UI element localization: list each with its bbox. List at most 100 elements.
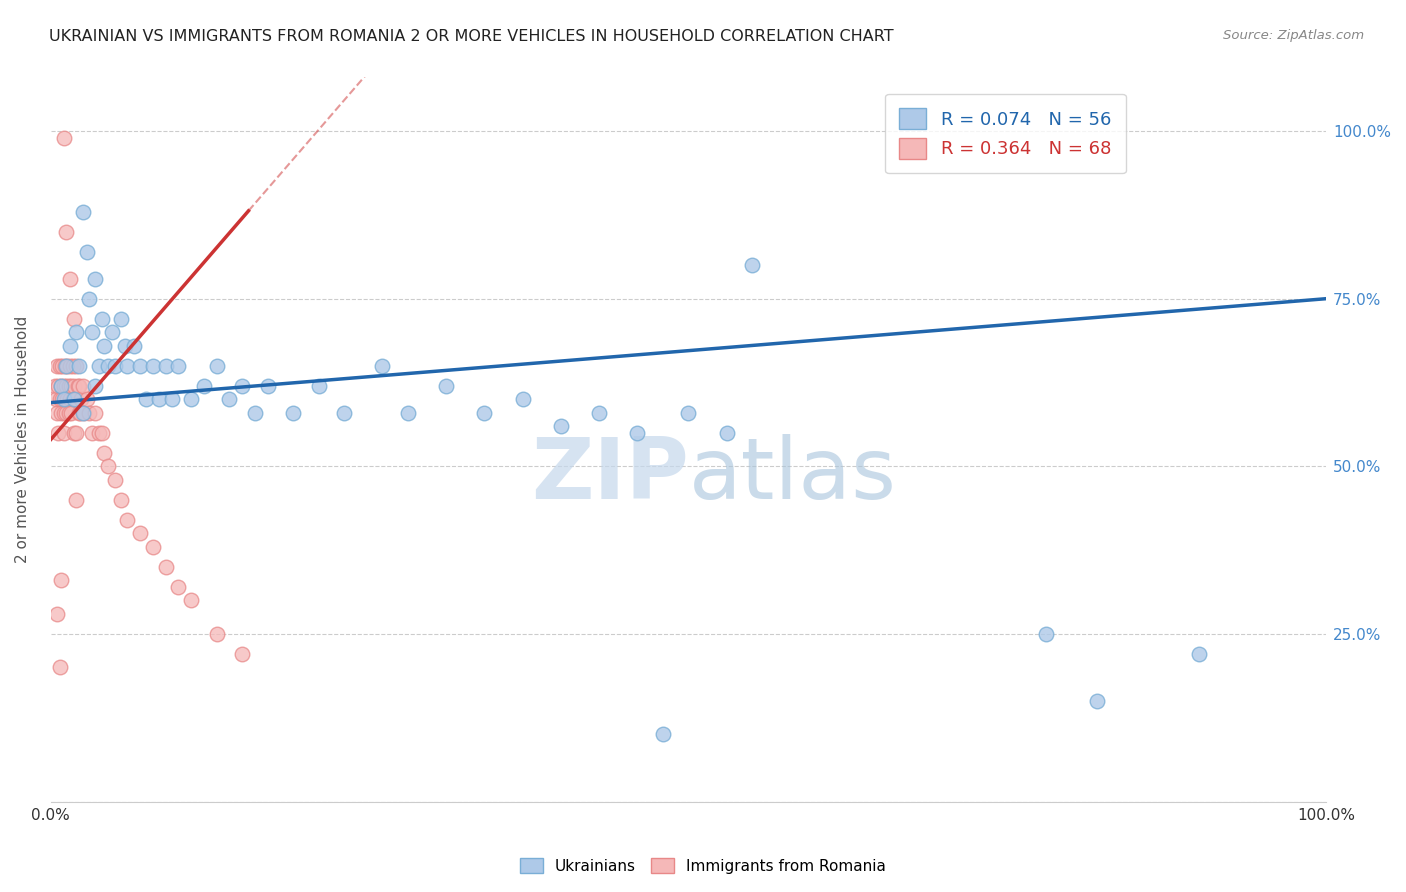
Point — [59, 338, 82, 352]
Point — [59, 271, 82, 285]
Point — [142, 540, 165, 554]
Point — [84, 379, 107, 393]
Point — [231, 647, 253, 661]
Point — [1035, 627, 1057, 641]
Point — [65, 425, 87, 440]
Point — [167, 359, 190, 373]
Point — [72, 406, 94, 420]
Point — [77, 292, 100, 306]
Point — [90, 425, 112, 440]
Point — [51, 392, 73, 407]
Point — [66, 379, 89, 393]
Point — [80, 425, 103, 440]
Point — [51, 359, 73, 373]
Point — [110, 492, 132, 507]
Point — [333, 406, 356, 420]
Point — [49, 379, 72, 393]
Point — [63, 392, 86, 407]
Point — [80, 325, 103, 339]
Point — [65, 359, 87, 373]
Point — [62, 359, 84, 373]
Point — [60, 406, 83, 420]
Point — [62, 379, 84, 393]
Point — [434, 379, 457, 393]
Point — [84, 406, 107, 420]
Point — [626, 425, 648, 440]
Point — [65, 325, 87, 339]
Legend: R = 0.074   N = 56, R = 0.364   N = 68: R = 0.074 N = 56, R = 0.364 N = 68 — [884, 94, 1126, 173]
Point — [97, 359, 120, 373]
Point — [49, 359, 72, 373]
Point — [1187, 647, 1209, 661]
Point — [59, 392, 82, 407]
Point — [70, 392, 93, 407]
Point — [62, 425, 84, 440]
Point — [122, 338, 145, 352]
Point — [117, 359, 139, 373]
Point — [45, 392, 67, 407]
Point — [512, 392, 534, 407]
Point — [56, 359, 79, 373]
Point — [67, 379, 90, 393]
Point — [281, 406, 304, 420]
Legend: Ukrainians, Immigrants from Romania: Ukrainians, Immigrants from Romania — [513, 852, 893, 880]
Point — [62, 392, 84, 407]
Point — [49, 660, 72, 674]
Text: UKRAINIAN VS IMMIGRANTS FROM ROMANIA 2 OR MORE VEHICLES IN HOUSEHOLD CORRELATION: UKRAINIAN VS IMMIGRANTS FROM ROMANIA 2 O… — [49, 29, 894, 44]
Point — [678, 406, 700, 420]
Point — [243, 406, 266, 420]
Point — [62, 392, 84, 407]
Point — [167, 580, 190, 594]
Point — [101, 325, 124, 339]
Point — [110, 311, 132, 326]
Point — [218, 392, 240, 407]
Point — [371, 359, 394, 373]
Point — [53, 392, 76, 407]
Point — [308, 379, 330, 393]
Point — [741, 258, 763, 272]
Point — [55, 379, 77, 393]
Point — [52, 406, 75, 420]
Point — [160, 392, 183, 407]
Point — [55, 406, 77, 420]
Point — [65, 392, 87, 407]
Text: atlas: atlas — [689, 434, 897, 517]
Point — [104, 359, 127, 373]
Text: ZIP: ZIP — [530, 434, 689, 517]
Point — [1085, 694, 1108, 708]
Point — [93, 338, 115, 352]
Point — [129, 526, 152, 541]
Point — [65, 492, 87, 507]
Point — [129, 359, 152, 373]
Point — [67, 406, 90, 420]
Text: Source: ZipAtlas.com: Source: ZipAtlas.com — [1223, 29, 1364, 42]
Point — [48, 425, 70, 440]
Point — [46, 607, 69, 621]
Point — [48, 379, 70, 393]
Point — [55, 359, 77, 373]
Point — [114, 338, 136, 352]
Point — [52, 130, 75, 145]
Point — [256, 379, 278, 393]
Point — [231, 379, 253, 393]
Point — [652, 727, 675, 741]
Point — [205, 359, 228, 373]
Point — [67, 359, 90, 373]
Point — [117, 513, 139, 527]
Point — [72, 204, 94, 219]
Point — [58, 406, 80, 420]
Point — [104, 473, 127, 487]
Point — [76, 244, 98, 259]
Point — [73, 406, 96, 420]
Point — [49, 574, 72, 588]
Point — [90, 311, 112, 326]
Point — [142, 359, 165, 373]
Point — [474, 406, 496, 420]
Point — [550, 419, 572, 434]
Point — [76, 392, 98, 407]
Point — [69, 406, 91, 420]
Point — [97, 459, 120, 474]
Point — [58, 379, 80, 393]
Point — [193, 379, 215, 393]
Point — [77, 406, 100, 420]
